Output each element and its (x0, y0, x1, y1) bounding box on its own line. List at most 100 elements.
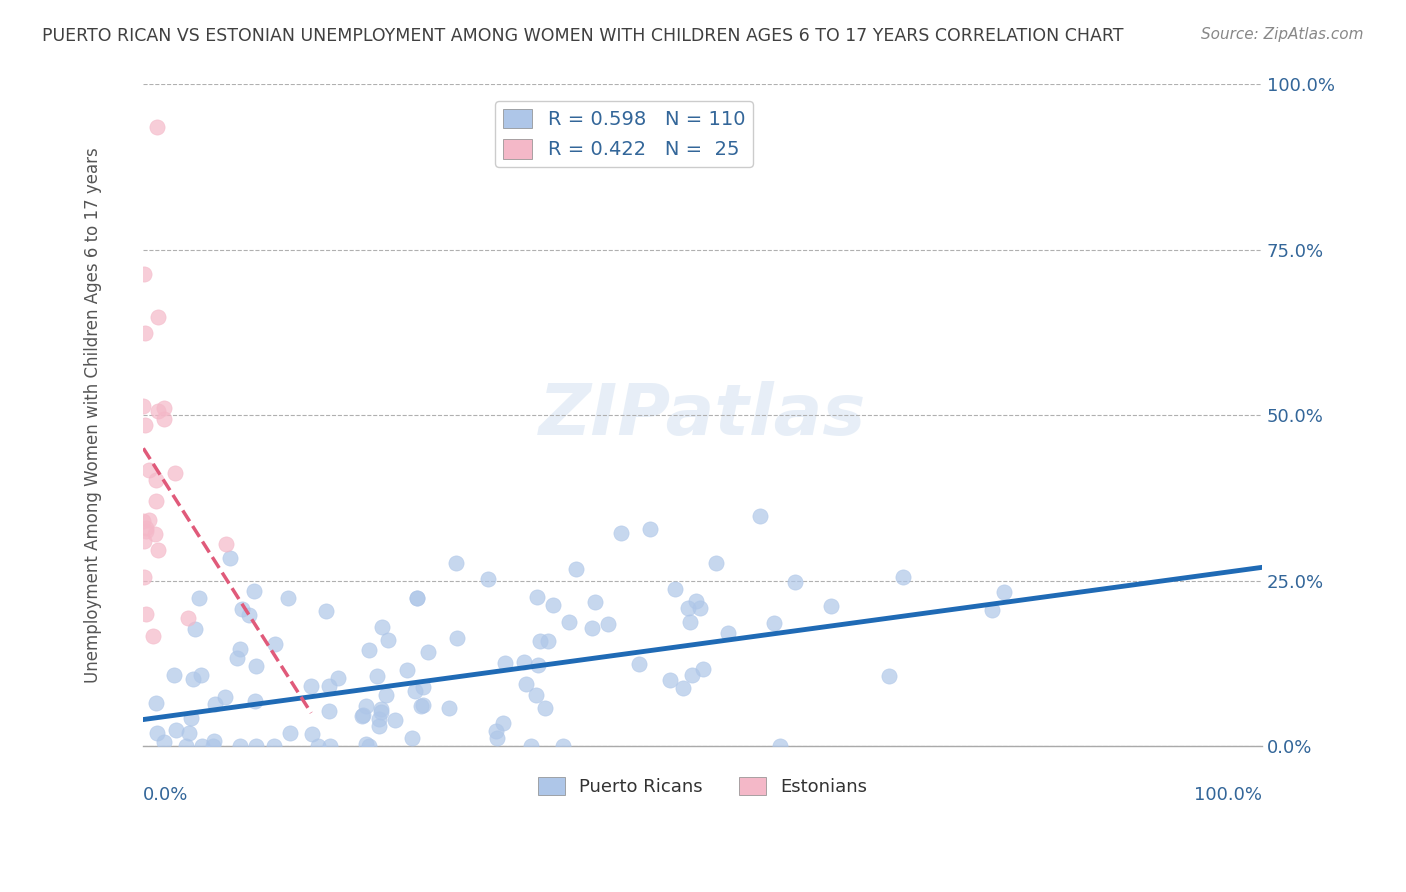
Point (769, 739, 792, 753)
Point (762, 615, 785, 630)
Point (692, 661, 714, 675)
Point (371, 620, 394, 634)
Point (717, 625, 740, 640)
Point (190, 667, 212, 681)
Point (214, 690, 236, 704)
Point (202, 734, 225, 748)
Point (263, 739, 285, 753)
Point (384, 713, 406, 727)
Point (374, 688, 396, 702)
Point (477, 572, 499, 586)
Point (783, 575, 806, 590)
Point (439, 701, 461, 715)
Point (301, 727, 323, 741)
Point (134, 570, 156, 584)
Point (537, 634, 560, 648)
Point (132, 533, 155, 548)
Point (370, 702, 392, 716)
Point (352, 707, 374, 722)
Point (368, 719, 391, 733)
Point (377, 633, 399, 648)
Point (980, 603, 1002, 617)
Point (132, 267, 155, 281)
Point (401, 731, 423, 745)
Point (411, 699, 433, 714)
Point (581, 621, 603, 635)
Point (527, 657, 550, 672)
Point (132, 399, 155, 413)
Point (180, 711, 202, 725)
Point (352, 708, 374, 723)
Point (820, 599, 842, 614)
Text: 0.0%: 0.0% (143, 786, 188, 804)
Point (354, 737, 377, 751)
Point (299, 679, 322, 693)
Point (485, 723, 508, 738)
Point (524, 689, 547, 703)
Point (142, 629, 165, 643)
Point (395, 663, 418, 677)
Point (181, 672, 204, 686)
Point (664, 582, 686, 596)
Point (134, 417, 156, 432)
Point (534, 700, 557, 714)
Point (585, 594, 607, 608)
Point (134, 326, 156, 341)
Point (891, 570, 914, 584)
Point (228, 642, 250, 657)
Point (229, 739, 252, 753)
Point (596, 616, 619, 631)
Point (564, 562, 586, 576)
Point (446, 631, 468, 645)
Point (357, 643, 380, 657)
Point (412, 680, 434, 694)
Point (245, 739, 267, 753)
Text: PUERTO RICAN VS ESTONIAN UNEMPLOYMENT AMONG WOMEN WITH CHILDREN AGES 6 TO 17 YEA: PUERTO RICAN VS ESTONIAN UNEMPLOYMENT AM… (42, 27, 1123, 45)
Point (406, 591, 429, 605)
Point (243, 584, 266, 599)
Point (135, 521, 157, 535)
Point (326, 671, 349, 685)
Point (135, 524, 157, 538)
Point (202, 739, 225, 753)
Point (215, 537, 238, 551)
Point (264, 637, 287, 651)
Point (406, 591, 429, 605)
Point (685, 594, 707, 608)
Point (177, 610, 200, 624)
Point (138, 462, 160, 476)
Point (993, 585, 1015, 599)
Point (165, 466, 187, 480)
Text: Unemployment Among Women with Children Ages 6 to 17 years: Unemployment Among Women with Children A… (84, 147, 103, 683)
Point (307, 739, 329, 753)
Point (184, 622, 207, 636)
Point (529, 634, 551, 648)
Point (526, 590, 548, 604)
Point (551, 739, 574, 753)
Point (163, 668, 186, 682)
Point (444, 556, 467, 570)
Point (679, 615, 702, 629)
Point (277, 591, 299, 606)
Point (541, 598, 564, 612)
Point (492, 716, 515, 731)
Point (145, 493, 167, 508)
Point (412, 698, 434, 713)
Point (877, 669, 900, 683)
Point (366, 669, 388, 683)
Point (231, 602, 253, 616)
Point (225, 650, 247, 665)
Point (494, 656, 516, 670)
Point (515, 677, 537, 691)
Point (370, 706, 392, 720)
Point (318, 739, 340, 753)
Point (404, 684, 426, 698)
Point (135, 607, 157, 622)
Point (610, 525, 633, 540)
Point (204, 697, 226, 711)
Point (152, 411, 174, 425)
Point (558, 615, 581, 629)
Point (245, 658, 267, 673)
Point (146, 542, 169, 557)
Point (513, 656, 536, 670)
